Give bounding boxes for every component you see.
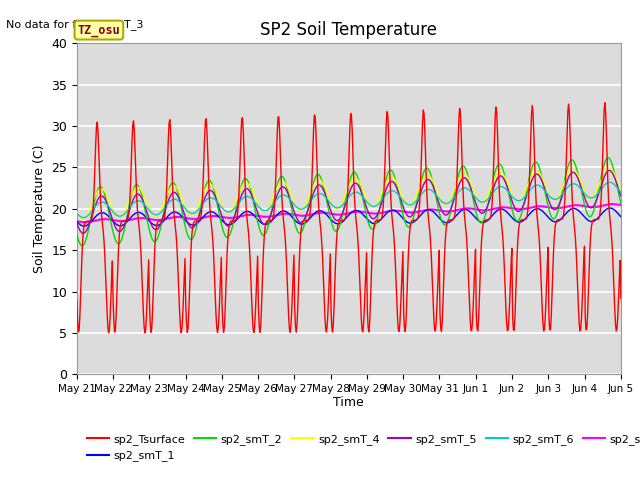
Legend: sp2_Tsurface, sp2_smT_1, sp2_smT_2, sp2_smT_4, sp2_smT_5, sp2_smT_6, sp2_smT_7: sp2_Tsurface, sp2_smT_1, sp2_smT_2, sp2_… — [83, 430, 640, 466]
Text: TZ_osu: TZ_osu — [77, 24, 120, 36]
Y-axis label: Soil Temperature (C): Soil Temperature (C) — [33, 144, 45, 273]
Text: No data for f_sp2_smT_3: No data for f_sp2_smT_3 — [6, 19, 143, 30]
Title: SP2 Soil Temperature: SP2 Soil Temperature — [260, 21, 437, 39]
X-axis label: Time: Time — [333, 396, 364, 408]
